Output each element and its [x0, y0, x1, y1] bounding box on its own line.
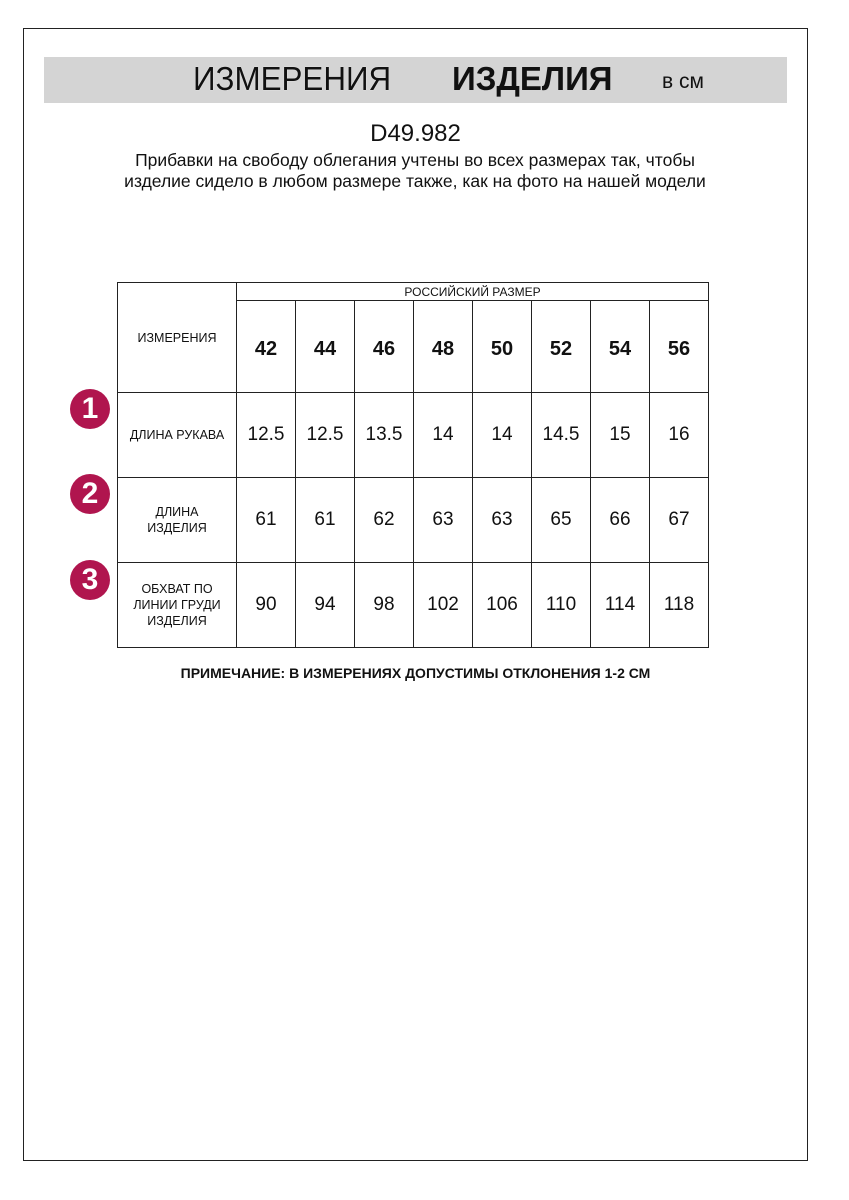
measurement-value: 14 [413, 392, 473, 478]
size-header: 48 [413, 300, 473, 393]
size-header: 44 [295, 300, 355, 393]
measurement-value: 63 [472, 477, 532, 563]
measurement-value: 14.5 [531, 392, 591, 478]
title-garment: ИЗДЕЛИЯ [452, 60, 613, 97]
row-number-badge: 1 [70, 389, 110, 429]
size-table: ИЗМЕРЕНИЯ РОССИЙСКИЙ РАЗМЕР 42 44 46 48 50 52… [117, 282, 709, 648]
table-row: ОБХВАТ ПО ЛИНИИ ГРУДИ ИЗДЕЛИЯ 90 94 98 102 10… [117, 562, 709, 648]
page-frame [23, 28, 808, 1161]
measurement-value: 12.5 [295, 392, 355, 478]
measurement-value: 12.5 [236, 392, 296, 478]
measurement-label: ДЛИНА ИЗДЕЛИЯ [117, 477, 237, 563]
size-header: 52 [531, 300, 591, 393]
corner-label: ИЗМЕРЕНИЯ [117, 282, 237, 393]
measurement-value: 62 [354, 477, 414, 563]
size-header: 50 [472, 300, 532, 393]
row-number-badge: 3 [70, 560, 110, 600]
measurement-value: 90 [236, 562, 296, 648]
measurement-value: 14 [472, 392, 532, 478]
measurement-value: 66 [590, 477, 650, 563]
measurement-value: 13.5 [354, 392, 414, 478]
table-row: ДЛИНА РУКАВА 12.5 12.5 13.5 14 14 14.5 15 16 [117, 392, 709, 478]
article-code: D49.982 [370, 120, 461, 147]
size-header: 56 [649, 300, 709, 393]
measurement-value: 67 [649, 477, 709, 563]
title-band [44, 57, 787, 103]
measurement-value: 61 [236, 477, 296, 563]
size-header: 54 [590, 300, 650, 393]
group-header: РОССИЙСКИЙ РАЗМЕР [236, 282, 709, 301]
note: ПРИМЕЧАНИЕ: В ИЗМЕРЕНИЯХ ДОПУСТИМЫ ОТКЛО… [180, 665, 651, 681]
title-measurements: ИЗМЕРЕНИЯ [193, 60, 392, 97]
measurement-label: ДЛИНА РУКАВА [117, 392, 237, 478]
measurement-value: 102 [413, 562, 473, 648]
description: Прибавки на свободу облегания учтены во … [124, 150, 706, 191]
measurement-value: 118 [649, 562, 709, 648]
measurement-value: 94 [295, 562, 355, 648]
row-number-badge: 2 [70, 474, 110, 514]
measurement-value: 15 [590, 392, 650, 478]
measurement-value: 114 [590, 562, 650, 648]
measurement-value: 63 [413, 477, 473, 563]
measurement-value: 110 [531, 562, 591, 648]
measurement-value: 98 [354, 562, 414, 648]
measurement-value: 106 [472, 562, 532, 648]
measurement-value: 16 [649, 392, 709, 478]
size-header: 42 [236, 300, 296, 393]
measurement-value: 65 [531, 477, 591, 563]
table-row: ДЛИНА ИЗДЕЛИЯ 61 61 62 63 63 65 66 67 [117, 477, 709, 563]
title-unit: в см [662, 70, 704, 93]
size-header: 46 [354, 300, 414, 393]
measurement-label: ОБХВАТ ПО ЛИНИИ ГРУДИ ИЗДЕЛИЯ [117, 562, 237, 648]
measurement-value: 61 [295, 477, 355, 563]
